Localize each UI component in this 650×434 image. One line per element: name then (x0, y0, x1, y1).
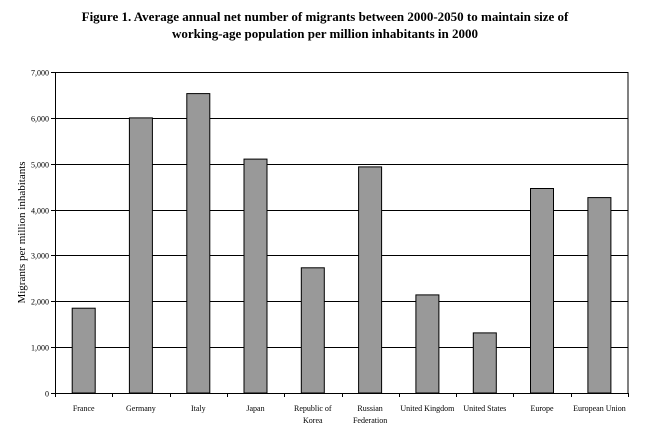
y-tick-label: 3,000 (31, 252, 49, 261)
chart-title: Figure 1. Average annual net number of m… (0, 8, 650, 42)
bars (71, 93, 612, 394)
y-tick-label: 5,000 (31, 161, 49, 170)
x-category-label: Italy (191, 404, 206, 413)
chart-title-line-2: working-age population per million inhab… (171, 26, 479, 41)
bar-germany (128, 117, 153, 394)
x-category-label: United States (463, 404, 506, 413)
y-tick-label: 6,000 (31, 115, 49, 124)
bar-france (71, 307, 96, 394)
bar-united-states (472, 332, 497, 394)
y-tick-label: 2,000 (31, 298, 49, 307)
axes (51, 72, 629, 397)
x-category-label: France (73, 404, 95, 413)
chart-title-line-1: Figure 1. Average annual net number of m… (81, 9, 569, 24)
labels: 0 1,000 2,000 3,000 4,000 5,000 6,000 7,000 Fran… (16, 69, 626, 426)
y-tick-label: 1,000 (31, 344, 49, 353)
bar-russian-federation (358, 166, 383, 394)
y-axis-title: Migrants per million inhabitants (16, 161, 28, 303)
x-category-label: Japan (246, 404, 264, 413)
x-category-label: Europe (530, 404, 554, 413)
x-category-label: Republic of (294, 404, 332, 413)
bar-republic-of-korea (300, 267, 325, 394)
bar-europe (530, 188, 554, 394)
bar-italy (186, 93, 211, 394)
bar-japan (243, 158, 268, 394)
y-tick-label: 0 (45, 390, 49, 399)
x-category-label: Federation (353, 416, 387, 425)
x-category-label: Germany (126, 404, 156, 413)
x-category-label: European Union (573, 404, 626, 413)
bar-european-union (587, 197, 612, 394)
x-category-label: Korea (303, 416, 323, 425)
y-tick-label: 7,000 (31, 69, 49, 78)
y-tick-label: 4,000 (31, 207, 49, 216)
x-category-label: United Kingdom (400, 404, 455, 413)
bar-united-kingdom (415, 294, 440, 394)
x-category-label: Russian (357, 404, 382, 413)
